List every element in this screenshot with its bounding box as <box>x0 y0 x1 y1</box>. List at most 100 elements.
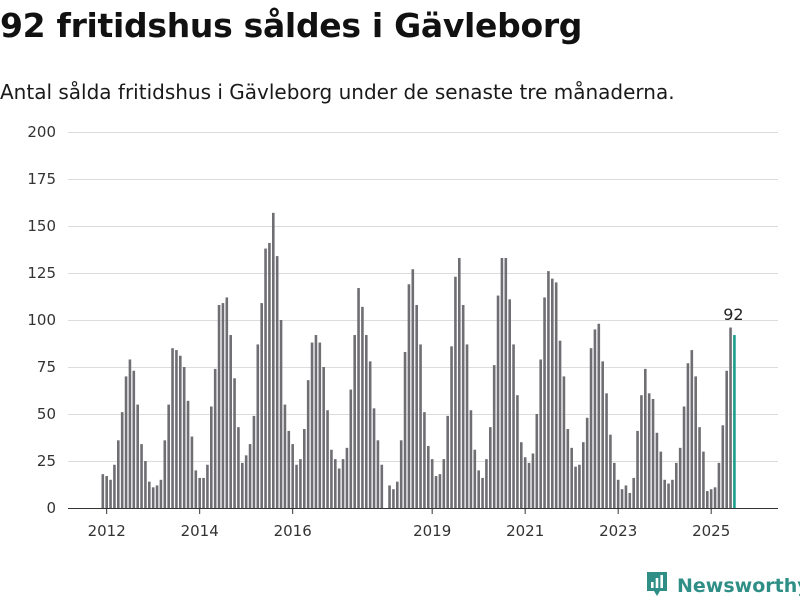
bar <box>535 414 539 508</box>
y-tick-label: 50 <box>37 405 56 423</box>
bar <box>593 329 597 508</box>
bar <box>151 487 155 508</box>
bar <box>725 370 728 508</box>
bar <box>283 404 287 508</box>
bar <box>601 361 604 508</box>
bar <box>392 489 395 508</box>
bar <box>341 459 345 508</box>
bar <box>702 451 705 508</box>
bar <box>105 476 108 508</box>
bar <box>260 303 263 508</box>
bar <box>465 344 469 508</box>
bar <box>244 455 248 508</box>
y-axis-ticks: 0 25 50 75 100 125 150 175 200 <box>27 123 56 517</box>
bar <box>655 432 659 508</box>
bar <box>221 303 225 508</box>
bar <box>388 485 391 508</box>
bar <box>597 323 601 508</box>
bar <box>144 461 147 508</box>
bar <box>523 457 527 508</box>
bar <box>531 453 535 508</box>
bar <box>159 479 163 508</box>
bar <box>334 459 337 508</box>
bar <box>128 359 132 508</box>
bar <box>330 449 333 508</box>
bar <box>647 393 651 508</box>
bar <box>345 447 349 508</box>
bar <box>686 363 690 508</box>
bars <box>101 212 736 509</box>
gridlines <box>68 132 778 462</box>
bar <box>620 489 624 508</box>
bar <box>442 459 446 508</box>
bar <box>229 335 232 508</box>
bar <box>566 429 570 508</box>
bar <box>190 436 194 508</box>
bar <box>434 476 438 508</box>
bar <box>570 447 573 508</box>
bar <box>295 464 298 508</box>
brand-name: Newsworthy <box>677 575 800 597</box>
bar <box>500 257 504 508</box>
bar <box>651 398 655 508</box>
bar <box>167 404 170 508</box>
bar <box>624 485 628 508</box>
bar <box>372 408 376 508</box>
bar <box>353 335 356 508</box>
bar <box>671 479 674 508</box>
y-tick-label: 125 <box>27 264 56 282</box>
bar <box>446 415 449 508</box>
bar <box>430 459 434 508</box>
bar <box>396 481 399 508</box>
bar <box>450 346 453 508</box>
bar <box>310 342 314 508</box>
bar <box>268 242 271 509</box>
bar <box>636 430 639 508</box>
bar <box>213 368 217 508</box>
bar <box>616 479 620 508</box>
x-tick-label: 2019 <box>413 522 451 540</box>
bar <box>605 393 608 508</box>
bar <box>303 429 306 508</box>
bar <box>659 451 663 508</box>
bar <box>582 442 585 508</box>
bar <box>291 444 294 508</box>
bar <box>117 440 120 508</box>
brand-logo[interactable]: Newsworthy <box>645 570 800 602</box>
bar <box>171 348 174 508</box>
bar <box>101 474 105 508</box>
bar <box>585 417 589 508</box>
bar <box>318 342 322 508</box>
bar <box>233 378 236 508</box>
bar <box>496 295 500 508</box>
bar <box>473 449 477 508</box>
bar <box>120 412 124 508</box>
bar <box>547 271 550 508</box>
bar <box>225 297 229 508</box>
bar <box>113 464 116 508</box>
bar <box>461 304 465 508</box>
bar <box>690 350 694 508</box>
bar <box>124 376 128 508</box>
bar <box>574 466 577 508</box>
bar <box>640 395 643 508</box>
bar <box>287 430 291 508</box>
bar <box>179 355 182 508</box>
bar <box>698 427 701 508</box>
bar <box>326 410 329 508</box>
bar <box>454 276 457 508</box>
bar <box>682 406 686 508</box>
newsworthy-logo-icon <box>645 570 669 602</box>
bar <box>155 485 159 508</box>
bar <box>182 367 186 508</box>
bar <box>399 440 403 508</box>
bar <box>477 470 480 508</box>
bar <box>349 389 353 508</box>
bar <box>543 297 546 508</box>
bar <box>694 376 697 508</box>
bar <box>663 479 666 508</box>
bar <box>407 284 411 508</box>
bar <box>717 462 721 508</box>
bar <box>279 320 283 508</box>
